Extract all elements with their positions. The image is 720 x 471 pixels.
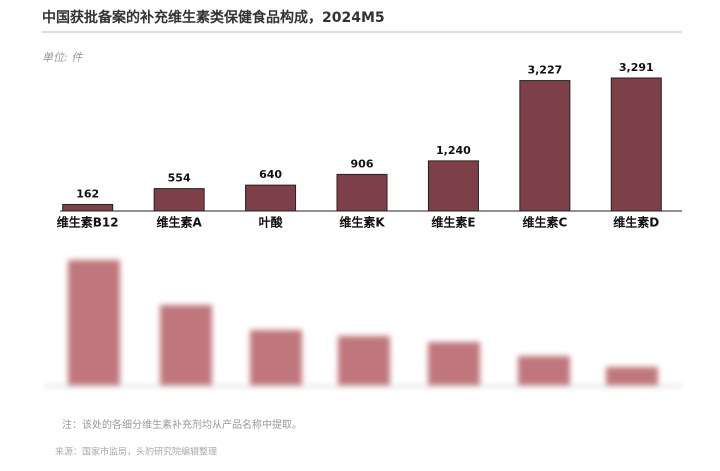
chart-title: 中国获批备案的补充维生素类保健食品构成，2024M5 bbox=[42, 9, 385, 26]
note: 注：该处的各细分维生素补充剂均从产品名称中提取。 bbox=[62, 418, 302, 431]
bar bbox=[153, 188, 205, 212]
value-label: 906 bbox=[351, 157, 374, 170]
x-tick-label: 维生素C bbox=[522, 215, 567, 230]
x-tick-label: 维生素K bbox=[339, 215, 385, 230]
x-tick-label: 维生素A bbox=[156, 215, 202, 230]
bar bbox=[62, 203, 114, 212]
unit-label: 单位: 件 bbox=[42, 51, 83, 64]
x-tick-label: 维生素B12 bbox=[57, 215, 119, 230]
x-tick-label: 维生素D bbox=[613, 215, 659, 230]
bar bbox=[336, 173, 388, 212]
value-label: 3,227 bbox=[527, 64, 562, 77]
x-tick-label: 叶酸 bbox=[259, 215, 284, 230]
source: 来源：国家市监局，头豹研究院编辑整理 bbox=[55, 446, 217, 458]
value-label: 3,291 bbox=[619, 61, 654, 74]
value-label: 554 bbox=[168, 172, 191, 185]
bar bbox=[519, 80, 571, 212]
bar bbox=[427, 160, 479, 212]
value-label: 162 bbox=[76, 187, 99, 200]
blurred-chart bbox=[45, 260, 682, 387]
bar bbox=[610, 77, 662, 212]
value-label: 1,240 bbox=[436, 144, 471, 157]
bar bbox=[245, 184, 297, 212]
x-tick-label: 维生素E bbox=[431, 215, 475, 230]
value-label: 640 bbox=[259, 168, 282, 181]
